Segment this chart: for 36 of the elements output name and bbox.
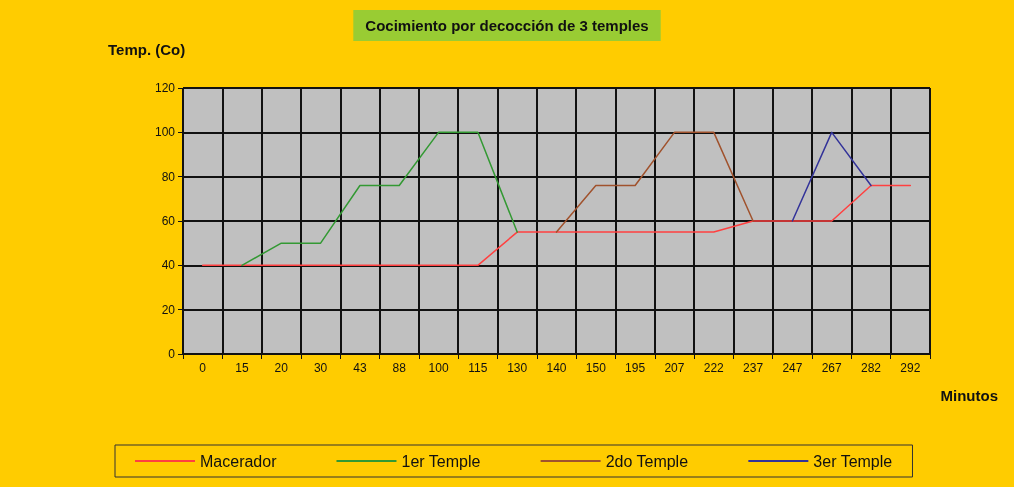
x-tick-label: 20 [274, 361, 289, 375]
y-tick-label: 60 [161, 214, 176, 228]
y-axis-title: Temp. (Co) [108, 41, 186, 58]
y-tick-label: 20 [161, 302, 176, 317]
x-tick-label: 100 [428, 361, 449, 375]
line-series [555, 131, 754, 233]
x-tick-label: 150 [585, 361, 607, 375]
chart-title: Cocimiento por decocción de 3 temples [365, 17, 649, 34]
x-tick-label: 207 [664, 361, 685, 375]
x-tick-label: 247 [782, 361, 803, 375]
x-tick-label: 30 [313, 361, 328, 375]
x-tick-label: 267 [821, 361, 843, 375]
legend-label: 1er Temple [401, 452, 481, 470]
y-tick-label: 0 [168, 347, 176, 361]
x-tick-label: 115 [468, 361, 488, 375]
y-tick-label: 80 [161, 169, 176, 184]
y-tick-label: 40 [161, 258, 176, 273]
x-axis-title: Minutos [940, 387, 999, 404]
x-tick-label: 130 [507, 361, 528, 375]
line-series [201, 184, 912, 267]
x-tick-label: 292 [900, 361, 921, 375]
x-tick-label: 0 [199, 361, 207, 375]
legend-label: Macerador [200, 452, 278, 470]
x-tick-label: 43 [353, 361, 367, 375]
x-tick-label: 15 [235, 361, 249, 375]
x-tick-label: 88 [392, 361, 407, 375]
x-tick-label: 237 [743, 361, 764, 375]
legend-label: 3er Temple [813, 452, 893, 470]
x-tick-label: 140 [546, 361, 567, 375]
legend-label: 2do Temple [605, 452, 689, 470]
x-tick-label: 222 [703, 361, 725, 375]
y-tick-label: 120 [154, 81, 176, 95]
x-tick-label: 282 [861, 361, 882, 375]
x-tick-label: 195 [625, 361, 646, 375]
y-tick-label: 100 [154, 125, 176, 140]
line-series [241, 131, 518, 267]
